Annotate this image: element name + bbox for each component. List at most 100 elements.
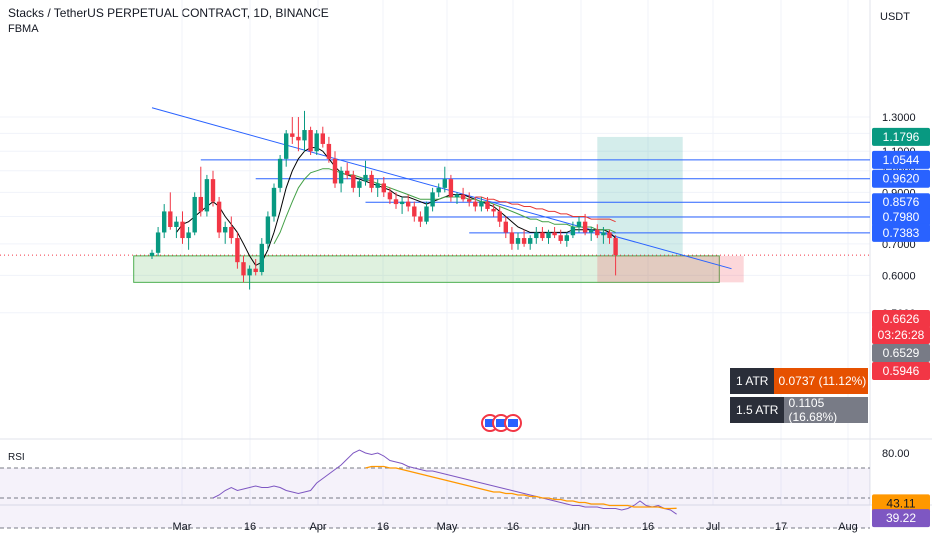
- time-tick-label: Aug: [838, 521, 858, 533]
- price-tag-bg: [872, 150, 930, 169]
- rsi-ma-line: [365, 465, 677, 510]
- rsi-label[interactable]: RSI: [8, 452, 25, 463]
- time-tick-label: 17: [775, 521, 787, 533]
- candle-body: [582, 221, 588, 233]
- candle-body: [540, 232, 545, 239]
- flag-icon-body: [508, 419, 518, 427]
- grid-lines: [0, 0, 932, 506]
- price-tag-bg: [872, 169, 930, 188]
- candle-body: [521, 238, 527, 244]
- candle-body: [259, 243, 264, 273]
- candle-body: [155, 232, 161, 253]
- candle-body: [442, 179, 447, 188]
- candle-body: [162, 211, 167, 233]
- candle-body: [607, 232, 612, 239]
- candle-body: [406, 201, 411, 207]
- moving-average-green: [273, 168, 616, 245]
- candle-body: [290, 133, 295, 137]
- price-tick-label: 0.6000: [882, 270, 916, 282]
- candle-body: [271, 187, 277, 217]
- rsi-line: [212, 449, 677, 515]
- candle-body: [302, 130, 307, 141]
- time-tick-label: Jul: [706, 521, 720, 533]
- price-tag-bg: [872, 344, 930, 362]
- candle-body: [564, 235, 569, 241]
- price-tag: 0.6529: [883, 346, 920, 360]
- time-tick-label: 16: [507, 521, 519, 533]
- candles-layer: [149, 110, 618, 290]
- candle-body: [284, 133, 289, 159]
- price-tag: 1.0544: [883, 153, 920, 167]
- candle-body: [485, 201, 490, 209]
- candle-body: [180, 221, 185, 239]
- candle-body: [528, 238, 533, 244]
- candle-body: [546, 232, 551, 239]
- candle-body: [308, 130, 313, 152]
- price-tag: 0.7383: [883, 226, 920, 240]
- candle-body: [473, 201, 478, 207]
- chart-title: Stacks / TetherUS PERPETUAL CONTRACT, 1D…: [8, 6, 329, 20]
- price-tag-bg: [872, 326, 930, 344]
- candle-body: [393, 199, 399, 205]
- candle-body: [314, 133, 319, 152]
- price-tick-label: 1.3000: [882, 112, 916, 124]
- time-tick-label: 16: [244, 521, 256, 533]
- candle-body: [241, 262, 246, 276]
- candle-body: [424, 206, 429, 222]
- price-tag-bg: [872, 193, 930, 212]
- rsi-tag-bg: [872, 494, 930, 513]
- candle-body: [613, 238, 618, 256]
- candle-body: [296, 136, 301, 141]
- atr-15-value: 0.1105 (16.68%): [784, 396, 868, 424]
- candle-body: [174, 221, 179, 227]
- price-tag-bg: [872, 223, 930, 242]
- candle-body: [198, 196, 203, 212]
- zone-stop: [597, 255, 744, 283]
- candle-body: [491, 208, 496, 212]
- candle-body: [247, 268, 252, 276]
- time-tick-label: 16: [377, 521, 389, 533]
- price-tag-bg: [872, 362, 930, 380]
- candle-body: [552, 232, 557, 236]
- price-tag-bg: [872, 207, 930, 226]
- candle-body: [387, 192, 393, 200]
- time-tick-label: Apr: [309, 521, 326, 533]
- candle-body: [515, 238, 521, 244]
- candle-body: [229, 226, 234, 239]
- time-tick-label: 16: [642, 521, 654, 533]
- candle-body: [363, 174, 368, 182]
- atr-1-box: 1 ATR 0.0737 (11.12%): [730, 368, 868, 394]
- candle-body: [467, 199, 472, 202]
- time-tick-label: May: [437, 521, 458, 533]
- candle-body: [454, 194, 460, 197]
- event-flags[interactable]: [481, 414, 522, 432]
- candle-body: [375, 183, 380, 188]
- candle-body: [320, 133, 325, 144]
- price-tag: 03:26:28: [878, 328, 925, 342]
- candle-body: [216, 201, 222, 233]
- atr-15-label: 1.5 ATR: [730, 397, 785, 423]
- candle-body: [357, 181, 362, 188]
- price-tag: 0.9620: [883, 172, 920, 186]
- candle-body: [265, 216, 271, 244]
- candle-body: [589, 229, 594, 233]
- horizontal-levels-layer: [0, 159, 870, 256]
- candle-body: [418, 216, 423, 222]
- price-tag: 0.5946: [883, 364, 920, 378]
- candle-body: [235, 238, 240, 263]
- candle-body: [595, 229, 600, 236]
- rsi-tag: 39.22: [886, 511, 916, 525]
- candle-body: [497, 211, 502, 222]
- atr-1-label: 1 ATR: [730, 368, 775, 394]
- trendline-layer: [151, 107, 732, 270]
- candle-body: [460, 194, 466, 200]
- candle-body: [436, 187, 441, 193]
- rsi-tag: 43.11: [886, 496, 915, 510]
- price-tag: 1.1796: [883, 130, 920, 144]
- indicator-label-fbma[interactable]: FBMA: [8, 23, 39, 35]
- price-tag: 0.8576: [883, 195, 920, 209]
- candle-body: [576, 221, 582, 227]
- candle-body: [204, 179, 210, 212]
